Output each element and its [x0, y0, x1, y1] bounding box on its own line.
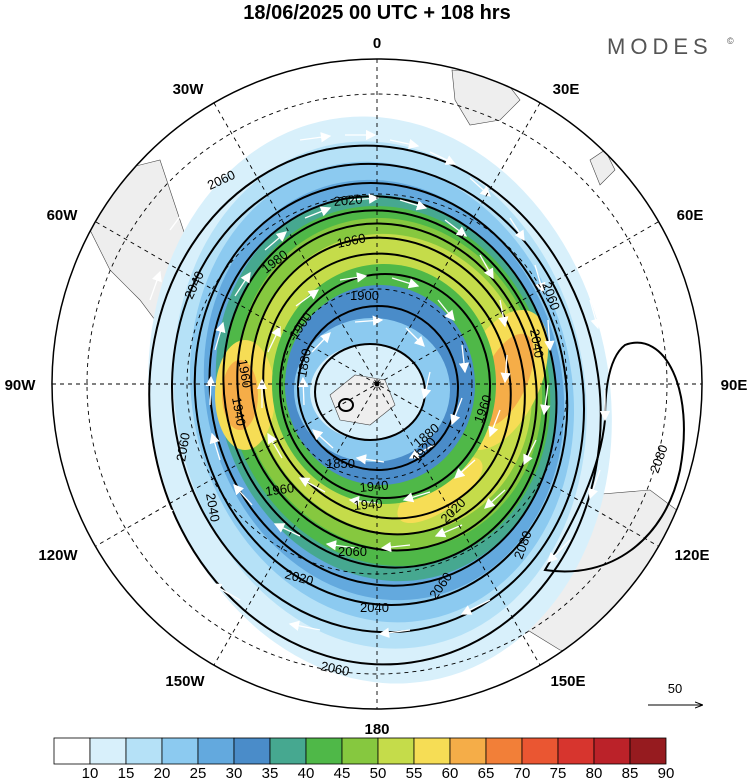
- colorbar-tick-label: 40: [298, 765, 315, 782]
- contour-1920: [262, 252, 512, 520]
- map-title: 18/06/2025 00 UTC + 108 hrs: [243, 2, 510, 24]
- colorbar-swatch: [233, 737, 271, 765]
- longitude-labels: 0 30W 30E 60W 60E 90W 90E 120W 120E 150W…: [5, 35, 748, 738]
- lon-label-150w: 150W: [165, 673, 205, 690]
- map-border: [51, 58, 703, 710]
- lon-label-60w: 60W: [47, 207, 79, 224]
- lon-label-180: 180: [364, 721, 389, 738]
- colorbar-swatch: [341, 737, 379, 765]
- contour-label: 2060: [338, 544, 367, 559]
- contour-label: 1940: [359, 478, 389, 495]
- map-disk: [52, 59, 702, 709]
- colorbar-tick-label: 45: [334, 765, 351, 782]
- contour-label: 1960: [235, 358, 255, 389]
- reference-vector: 50: [648, 681, 702, 705]
- contour-label: 1960: [336, 230, 367, 251]
- contour-2040: [171, 162, 585, 634]
- colorbar-tick-label: 65: [478, 765, 495, 782]
- contour-2020: [193, 182, 569, 606]
- contour-min: [338, 398, 354, 412]
- colorbar-swatch: [89, 737, 127, 765]
- contour-label: 2020: [333, 192, 363, 209]
- contour-label: 2040: [527, 328, 547, 359]
- lon-label-120w: 120W: [38, 547, 78, 564]
- contour-1940: [250, 236, 526, 536]
- contour-label: 1960: [264, 480, 295, 499]
- wind-vectors: [136, 104, 611, 638]
- contour-1980: [222, 209, 548, 569]
- brand-mark: ©: [727, 36, 734, 46]
- colorbar-tick-label: 60: [442, 765, 459, 782]
- shade-65-west: [222, 360, 258, 430]
- contour-label: 2020: [283, 566, 315, 588]
- brand-logo: MODES: [607, 34, 713, 59]
- colorbar-swatch: [197, 737, 235, 765]
- colorbar-tick-label: 85: [622, 765, 639, 782]
- colorbar-swatch: [269, 737, 307, 765]
- colorbar: 10 15 20 25 30 35 40 45 50 55 60 65 70 75 80 85 90: [53, 737, 675, 782]
- contour-label: 1850: [326, 456, 355, 471]
- colorbar-tick-label: 55: [406, 765, 423, 782]
- colorbar-swatch: [485, 737, 523, 765]
- contour-label: 1940: [353, 496, 383, 513]
- lon-label-30e: 30E: [553, 81, 580, 98]
- contour-2060: [148, 144, 602, 666]
- contour-label: 2060: [173, 431, 193, 462]
- contour-label: 2060: [319, 658, 350, 679]
- colorbar-tick-label: 30: [226, 765, 243, 782]
- contour-label: 2040: [360, 600, 389, 615]
- colorbar-tick-label: 10: [82, 765, 99, 782]
- lon-label-90w: 90W: [5, 377, 37, 394]
- colorbar-tick-label: 70: [514, 765, 531, 782]
- colorbar-tick-label: 15: [118, 765, 135, 782]
- colorbar-tick-label: 80: [586, 765, 603, 782]
- contour-label: 1880: [294, 347, 314, 378]
- colorbar-swatch: [413, 737, 451, 765]
- colorbar-tick-label: 90: [658, 765, 675, 782]
- colorbar-tick-label: 25: [190, 765, 207, 782]
- colorbar-swatch: [557, 737, 595, 765]
- contour-1960: [236, 222, 538, 552]
- colorbar-swatch: [305, 737, 343, 765]
- pole-marker: [374, 381, 380, 387]
- contour-1900: [279, 273, 491, 499]
- colorbar-swatch: [377, 737, 415, 765]
- lon-label-150e: 150E: [550, 673, 585, 690]
- lon-label-0: 0: [373, 35, 381, 52]
- graticule: [52, 59, 702, 709]
- contour-label: 2040: [203, 492, 223, 523]
- colorbar-swatch: [629, 737, 667, 765]
- colorbar-tick-label: 50: [370, 765, 387, 782]
- reference-vector-label: 50: [668, 681, 682, 696]
- madagascar-land: [589, 149, 616, 186]
- contour-label: 1900: [350, 288, 379, 303]
- lon-label-30w: 30W: [173, 81, 205, 98]
- colorbar-tick-label: 35: [262, 765, 279, 782]
- colorbar-swatch: [449, 737, 487, 765]
- colorbar-swatch: [521, 737, 559, 765]
- contour-1880: [297, 305, 459, 471]
- lon-label-60e: 60E: [677, 207, 704, 224]
- colorbar-tick-label: 20: [154, 765, 171, 782]
- contour-label: 1940: [229, 396, 249, 427]
- lon-label-120e: 120E: [674, 547, 709, 564]
- colorbar-swatch: [53, 737, 91, 765]
- colorbar-swatch: [593, 737, 631, 765]
- colorbar-swatch: [125, 737, 163, 765]
- lon-label-90e: 90E: [721, 377, 748, 394]
- colorbar-swatch: [161, 737, 199, 765]
- colorbar-tick-label: 75: [550, 765, 567, 782]
